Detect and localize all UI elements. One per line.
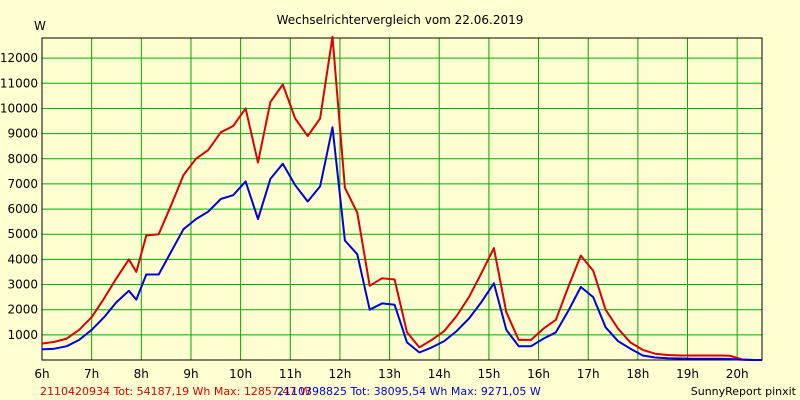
x-tick-label: 13h xyxy=(378,367,401,381)
y-tick-label: 9000 xyxy=(7,127,38,141)
x-tick-label: 15h xyxy=(477,367,500,381)
credit-label: SunnyReport pinxit xyxy=(691,385,797,398)
series-line-2 xyxy=(41,126,762,361)
plot-area xyxy=(41,37,763,361)
x-tick-label: 18h xyxy=(626,367,649,381)
y-tick-label: 6000 xyxy=(7,202,38,216)
y-tick-label: 2000 xyxy=(7,303,38,317)
x-tick-label: 17h xyxy=(577,367,600,381)
y-tick-label: 4000 xyxy=(7,252,38,266)
y-tick-label: 12000 xyxy=(0,51,38,65)
x-tick-label: 8h xyxy=(134,367,149,381)
y-axis-ticks: 1000 2000 3000 4000 5000 6000 7000 8000 9000 1000… xyxy=(0,51,38,342)
x-tick-label: 14h xyxy=(428,367,451,381)
x-tick-label: 19h xyxy=(676,367,699,381)
y-tick-label: 1000 xyxy=(7,328,38,342)
x-tick-label: 16h xyxy=(527,367,550,381)
legend-series-2: 2110398825 Tot: 38095,54 Wh Max: 9271,05… xyxy=(277,385,541,398)
x-tick-label: 12h xyxy=(328,367,351,381)
x-tick-label: 11h xyxy=(279,367,302,381)
y-tick-label: 3000 xyxy=(7,278,38,292)
y-tick-label: 7000 xyxy=(7,177,38,191)
legend-series-1: 2110420934 Tot: 54187,19 Wh Max: 12857,4… xyxy=(40,385,311,398)
series-lines xyxy=(41,35,762,361)
x-tick-label: 7h xyxy=(84,367,99,381)
series-line-1 xyxy=(41,35,762,361)
x-axis-ticks: 6h 7h 8h 9h 10h 11h 12h 13h 14h 15h 16h 17h 18h 19h 20… xyxy=(34,367,748,381)
x-tick-label: 20h xyxy=(726,367,749,381)
chart-title: Wechselrichtervergleich vom 22.06.2019 xyxy=(277,13,524,27)
y-tick-label: 10000 xyxy=(0,101,38,115)
x-tick-label: 9h xyxy=(183,367,198,381)
y-tick-label: 11000 xyxy=(0,76,38,90)
x-tick-label: 10h xyxy=(229,367,252,381)
y-tick-label: 5000 xyxy=(7,227,38,241)
y-tick-label: 8000 xyxy=(7,152,38,166)
y-axis-label: W xyxy=(34,19,46,33)
x-tick-label: 6h xyxy=(34,367,49,381)
